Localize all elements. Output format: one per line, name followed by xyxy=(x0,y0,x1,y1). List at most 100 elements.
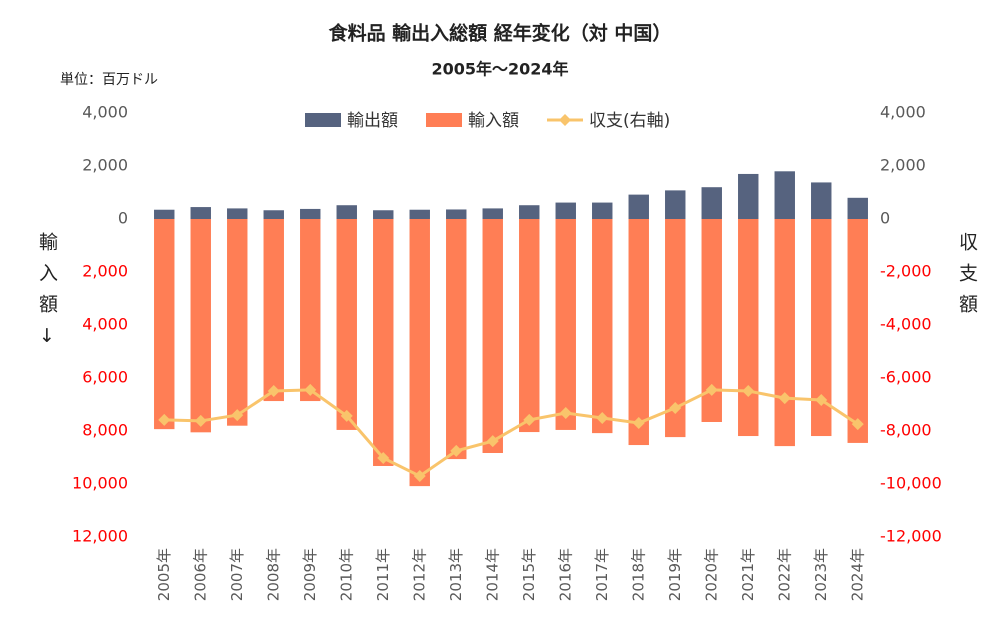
x-tick-label: 2008年 xyxy=(264,548,282,601)
bar xyxy=(519,219,540,433)
line xyxy=(164,388,859,478)
line-marker xyxy=(596,412,609,425)
bar xyxy=(482,208,503,219)
line-marker xyxy=(304,383,317,396)
y-tick-label: 2,000 xyxy=(82,262,128,281)
x-tick-label: 2009年 xyxy=(301,548,319,601)
bar xyxy=(847,197,868,219)
y2-tick-label: -12,000 xyxy=(880,527,942,546)
bar xyxy=(409,219,430,487)
line-marker xyxy=(377,452,390,465)
bar xyxy=(555,219,576,430)
x-tick-label: 2011年 xyxy=(374,548,392,601)
y-tick-label: 6,000 xyxy=(82,368,128,387)
line-marker xyxy=(486,435,499,448)
y2-tick-label: -4,000 xyxy=(880,315,932,334)
x-tick-label: 2023年 xyxy=(812,548,830,601)
bar xyxy=(811,219,832,437)
x-tick-label: 2022年 xyxy=(775,548,793,601)
y2-tick-label: 4,000 xyxy=(880,103,926,122)
bar xyxy=(811,182,832,219)
x-tick-label: 2005年 xyxy=(155,548,173,601)
y-tick-label: 12,000 xyxy=(72,527,128,546)
x-tick-label: 2019年 xyxy=(666,548,684,601)
bar xyxy=(446,209,467,219)
bar xyxy=(300,219,321,402)
line-marker xyxy=(559,406,572,419)
y2-axis-title: 収支額 xyxy=(956,232,978,325)
line-marker xyxy=(778,392,791,405)
y2-tick-label: -8,000 xyxy=(880,421,932,440)
y-tick-label: 2,000 xyxy=(82,156,128,175)
line-marker xyxy=(705,383,718,396)
y-tick-label: 8,000 xyxy=(82,421,128,440)
y-tick-label: 0 xyxy=(118,209,128,228)
line-marker xyxy=(669,401,682,414)
bar xyxy=(774,219,795,447)
x-tick-label: 2018年 xyxy=(629,548,647,601)
line-marker xyxy=(267,384,280,397)
bar xyxy=(738,219,759,437)
bar xyxy=(847,219,868,443)
bar xyxy=(592,202,613,219)
bar xyxy=(446,219,467,460)
bar xyxy=(555,202,576,219)
legend-swatch xyxy=(305,113,341,127)
x-tick-label: 2010年 xyxy=(337,548,355,601)
x-tick-label: 2024年 xyxy=(848,548,866,601)
legend-swatch xyxy=(426,113,462,127)
legend-swatch xyxy=(559,114,571,126)
y2-tick-label: -2,000 xyxy=(880,262,932,281)
bar xyxy=(263,219,284,402)
bar xyxy=(592,219,613,434)
line-marker xyxy=(413,470,426,483)
line-marker xyxy=(523,413,536,426)
line-marker xyxy=(231,409,244,422)
y-tick-label: 10,000 xyxy=(72,474,128,493)
y-axis-title: 輸入額↓ xyxy=(36,232,58,359)
chart-title: 食料品 輸出入総額 経年変化（対 中国） xyxy=(329,22,672,45)
line-marker xyxy=(194,414,207,427)
line-marker xyxy=(815,393,828,406)
bar xyxy=(263,210,284,219)
x-tick-label: 2006年 xyxy=(191,548,209,601)
bar xyxy=(665,190,686,219)
legend-label: 収支(右軸) xyxy=(589,111,670,131)
y2-tick-label: 2,000 xyxy=(880,156,926,175)
bar xyxy=(227,208,248,219)
x-tick-label: 2017年 xyxy=(593,548,611,601)
legend-label: 輸入額 xyxy=(468,111,519,131)
x-tick-label: 2007年 xyxy=(228,548,246,601)
bar xyxy=(190,219,211,433)
bar xyxy=(519,205,540,219)
y2-tick-label: -6,000 xyxy=(880,368,932,387)
line-marker xyxy=(742,384,755,397)
bar xyxy=(300,208,321,219)
y2-tick-label: -10,000 xyxy=(880,474,942,493)
x-tick-label: 2014年 xyxy=(483,548,501,601)
bar xyxy=(482,219,503,453)
bar xyxy=(774,171,795,219)
bar xyxy=(373,210,394,219)
bar xyxy=(738,173,759,219)
line-marker xyxy=(340,409,353,422)
bar xyxy=(154,209,175,219)
chart-subtitle: 2005年～2024年 xyxy=(431,60,568,79)
line-marker xyxy=(632,417,645,430)
bar xyxy=(665,219,686,438)
x-tick-label: 2013年 xyxy=(447,548,465,601)
legend-label: 輸出額 xyxy=(347,111,398,131)
y-tick-label: 4,000 xyxy=(82,103,128,122)
bar xyxy=(227,219,248,426)
y-tick-label: 4,000 xyxy=(82,315,128,334)
x-tick-label: 2015年 xyxy=(520,548,538,601)
bar xyxy=(628,194,649,219)
line-marker xyxy=(158,413,171,426)
x-tick-label: 2016年 xyxy=(556,548,574,601)
bar xyxy=(409,209,430,219)
bar xyxy=(336,205,357,219)
bar xyxy=(373,219,394,466)
bar xyxy=(701,187,722,219)
